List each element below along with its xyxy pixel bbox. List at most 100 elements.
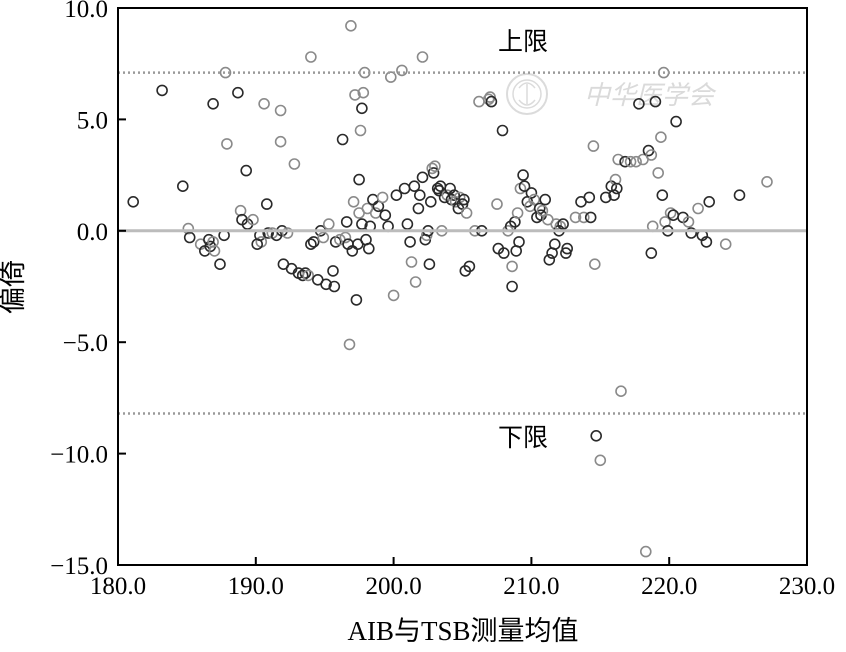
data-point (340, 216, 353, 228)
data-point (692, 202, 704, 215)
data-point (356, 102, 368, 115)
data-point (288, 158, 301, 170)
data-point (594, 454, 607, 467)
data-point (357, 86, 370, 99)
data-point (427, 167, 440, 179)
data-point (247, 213, 259, 226)
data-point (587, 140, 600, 152)
data-point (376, 191, 389, 204)
data-point (612, 153, 625, 166)
data-point (356, 218, 368, 230)
data-point (448, 189, 461, 201)
data-point (491, 198, 503, 210)
upper-limit-label: 上限 (498, 28, 548, 56)
data-point (251, 238, 264, 250)
data-point (506, 280, 518, 293)
data-point (322, 218, 335, 230)
plot-frame (117, 7, 808, 566)
x-tick-label: 220.0 (641, 573, 697, 600)
data-point (583, 191, 596, 204)
data-point (390, 189, 403, 201)
data-point (305, 51, 317, 63)
data-point (177, 180, 189, 192)
data-point (458, 193, 470, 206)
data-point (182, 222, 195, 235)
data-point (497, 247, 510, 259)
x-axis-title: AIB与TSB测量均值 (347, 616, 578, 646)
lower-limit-label: 下限 (498, 425, 548, 452)
data-point (327, 265, 339, 277)
data-point (463, 260, 476, 273)
data-point (299, 267, 312, 279)
scatter-points (127, 19, 773, 558)
data-point (232, 86, 244, 99)
data-point (367, 193, 379, 206)
data-point (412, 202, 425, 215)
data-point (525, 187, 538, 199)
data-point (685, 227, 698, 239)
data-point (328, 280, 341, 293)
data-point (460, 207, 473, 219)
data-point (670, 115, 682, 128)
data-point (429, 160, 441, 172)
data-point (517, 169, 529, 181)
y-tick-label: 10.0 (64, 0, 108, 23)
data-point (296, 269, 309, 282)
data-point (590, 429, 603, 442)
data-point (649, 95, 662, 108)
data-point (336, 133, 349, 146)
data-point (560, 247, 572, 259)
data-point (656, 189, 669, 201)
data-point (302, 269, 315, 282)
data-point (343, 338, 356, 351)
y-tick-label: 0.0 (77, 219, 108, 246)
data-point (528, 193, 541, 206)
data-point (416, 171, 429, 184)
data-point (401, 218, 414, 230)
data-point (548, 238, 561, 250)
data-point (639, 545, 652, 558)
data-point (588, 258, 601, 271)
y-tick-label: −5.0 (63, 330, 108, 357)
x-tick-label: 200.0 (365, 573, 421, 600)
data-point (511, 207, 524, 219)
data-point (260, 198, 273, 210)
watermark-logo: 中华医学会 (506, 73, 717, 115)
data-point (423, 258, 436, 271)
data-point (485, 95, 498, 108)
data-point (183, 231, 196, 244)
data-point (221, 138, 233, 150)
data-point (703, 196, 716, 208)
data-point (281, 227, 294, 239)
data-point (645, 149, 658, 161)
data-point (609, 173, 622, 186)
data-point (317, 231, 330, 244)
data-point (274, 135, 287, 148)
data-point (484, 91, 496, 103)
data-point (396, 64, 408, 77)
data-point (630, 155, 642, 168)
data-point (599, 191, 612, 204)
data-point (624, 155, 637, 168)
data-point (561, 242, 574, 255)
y-axis-title: 偏倚 (0, 260, 28, 314)
reference-lines (118, 71, 807, 415)
data-point (274, 104, 287, 117)
data-point (354, 124, 367, 137)
data-point (379, 209, 392, 221)
x-axis: 180.0 190.0 200.0 210.0 220.0 230.0 (90, 557, 835, 600)
data-point (496, 124, 509, 137)
data-point (543, 253, 556, 266)
data-point (513, 236, 525, 248)
data-point (533, 202, 546, 215)
data-point (208, 245, 221, 257)
y-axis: 10.0 5.0 0.0 −5.0 −10.0 −15.0 (50, 0, 126, 580)
data-point (214, 258, 226, 271)
data-point (207, 98, 219, 110)
data-point (733, 189, 746, 201)
watermark-text: 中华医学会 (584, 81, 717, 111)
data-point (655, 131, 667, 143)
data-point (350, 294, 363, 306)
y-tick-label: −10.0 (50, 442, 108, 469)
data-point (667, 209, 680, 221)
